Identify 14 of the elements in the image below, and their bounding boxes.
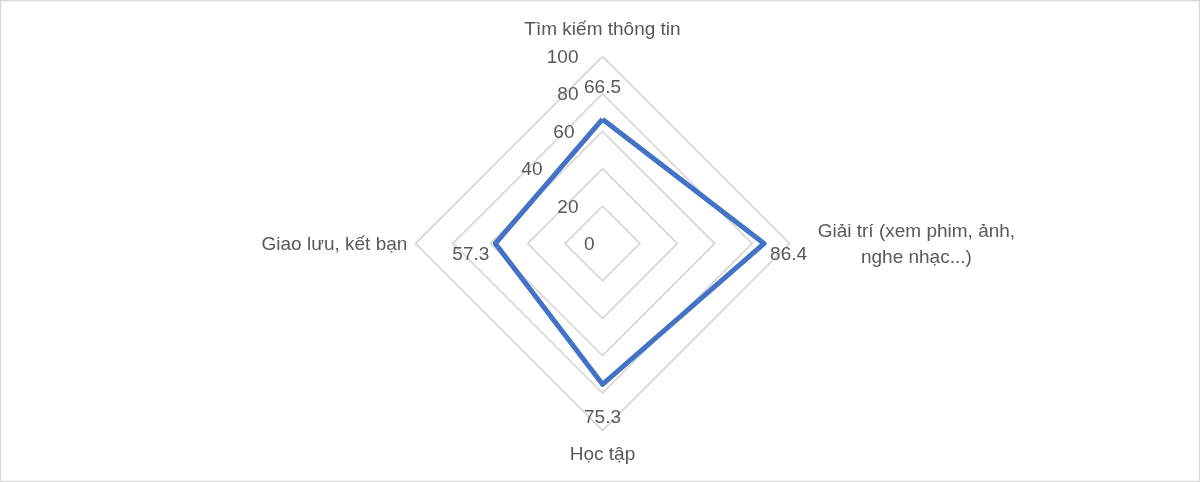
y-tick-label: 80: [557, 83, 579, 105]
y-tick-label: 40: [521, 158, 543, 180]
y-tick-label: 100: [546, 46, 579, 67]
y-tick-label: 0: [583, 233, 595, 254]
spoke-label: Tìm kiếm thông tin: [524, 17, 681, 39]
data-label: 86.4: [770, 242, 808, 264]
data-label: 57.3: [452, 242, 490, 264]
spoke-label: Giao lưu, kết bạn: [261, 233, 408, 254]
spoke-label: Học tập: [569, 442, 636, 464]
spoke-label: Giải trí (xem phim, ảnh, nghe nhạc...): [817, 220, 1016, 267]
y-tick-label: 20: [557, 195, 579, 217]
data-label: 66.5: [584, 76, 621, 98]
y-tick-label: 60: [553, 120, 575, 142]
data-label: 75.3: [584, 406, 621, 428]
